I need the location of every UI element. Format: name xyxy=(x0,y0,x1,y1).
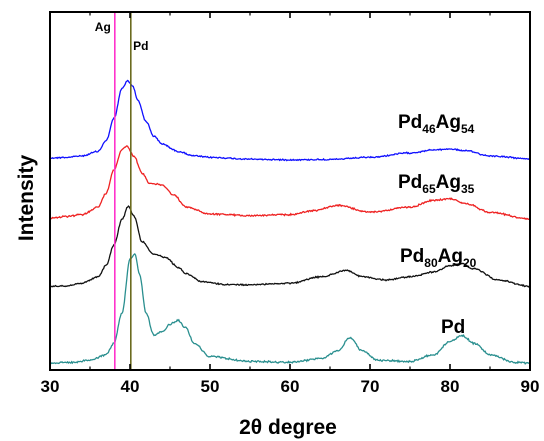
x-tick-label-70: 70 xyxy=(361,377,380,396)
x-tick-label-50: 50 xyxy=(201,377,220,396)
x-tick-label-30: 30 xyxy=(41,377,60,396)
series-label-pd80ag20: Pd80Ag20 xyxy=(400,246,477,270)
series-line-pd xyxy=(49,252,531,365)
series-label-pd46ag54: Pd46Ag54 xyxy=(398,112,475,136)
x-axis-title: 2θ degree xyxy=(239,416,337,439)
series-label-pd: Pd xyxy=(441,317,465,338)
reference-lines: Ag Pd xyxy=(95,12,148,370)
reference-label-pd: Pd xyxy=(133,39,148,53)
reference-label-ag: Ag xyxy=(95,20,111,34)
series-labels: Pd46Ag54 Pd65Ag35 Pd80Ag20 Pd xyxy=(398,112,477,338)
x-axis-ticks: 30 40 50 60 70 80 90 xyxy=(41,12,540,396)
x-tick-label-40: 40 xyxy=(121,377,140,396)
x-tick-label-90: 90 xyxy=(521,377,540,396)
series-label-pd65ag35: Pd65Ag35 xyxy=(398,172,475,196)
x-tick-label-80: 80 xyxy=(441,377,460,396)
y-axis-title: Intensity xyxy=(15,155,38,242)
x-tick-label-60: 60 xyxy=(281,377,300,396)
